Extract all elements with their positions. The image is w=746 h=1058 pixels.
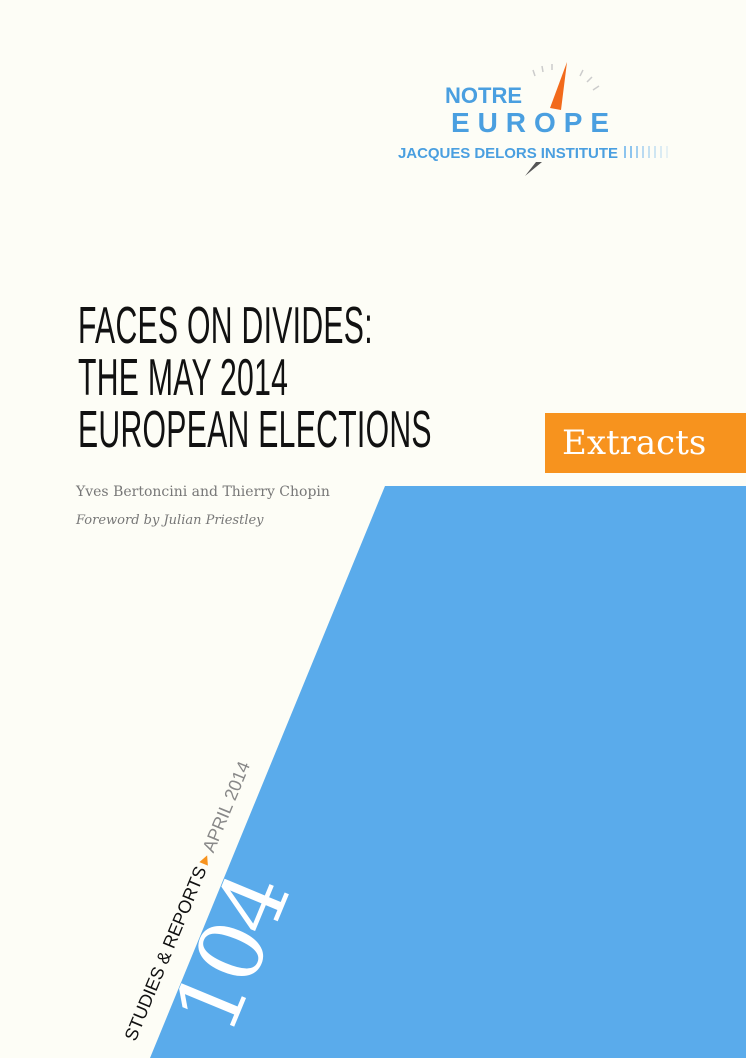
extracts-badge: Extracts: [545, 413, 746, 473]
title-line: THE MAY 2014: [78, 349, 289, 407]
compass-needle-orange: [550, 62, 567, 110]
notre-europe-logo: NOTRE EUROPE JACQUES DELORS INSTITUTE: [398, 62, 668, 176]
logo-notre: NOTRE: [445, 83, 522, 108]
foreword: Foreword by Julian Priestley: [76, 513, 264, 528]
title-line: EUROPEAN ELECTIONS: [78, 401, 432, 459]
logo-europe: EUROPE: [451, 107, 609, 138]
title-line: FACES ON DIVIDES:: [78, 297, 373, 355]
logo-institute: JACQUES DELORS INSTITUTE: [398, 145, 618, 162]
authors: Yves Bertoncini and Thierry Chopin: [76, 484, 330, 500]
document-title: FACES ON DIVIDES: THE MAY 2014 EUROPEAN …: [78, 300, 432, 456]
compass-needle-grey: [525, 162, 542, 176]
